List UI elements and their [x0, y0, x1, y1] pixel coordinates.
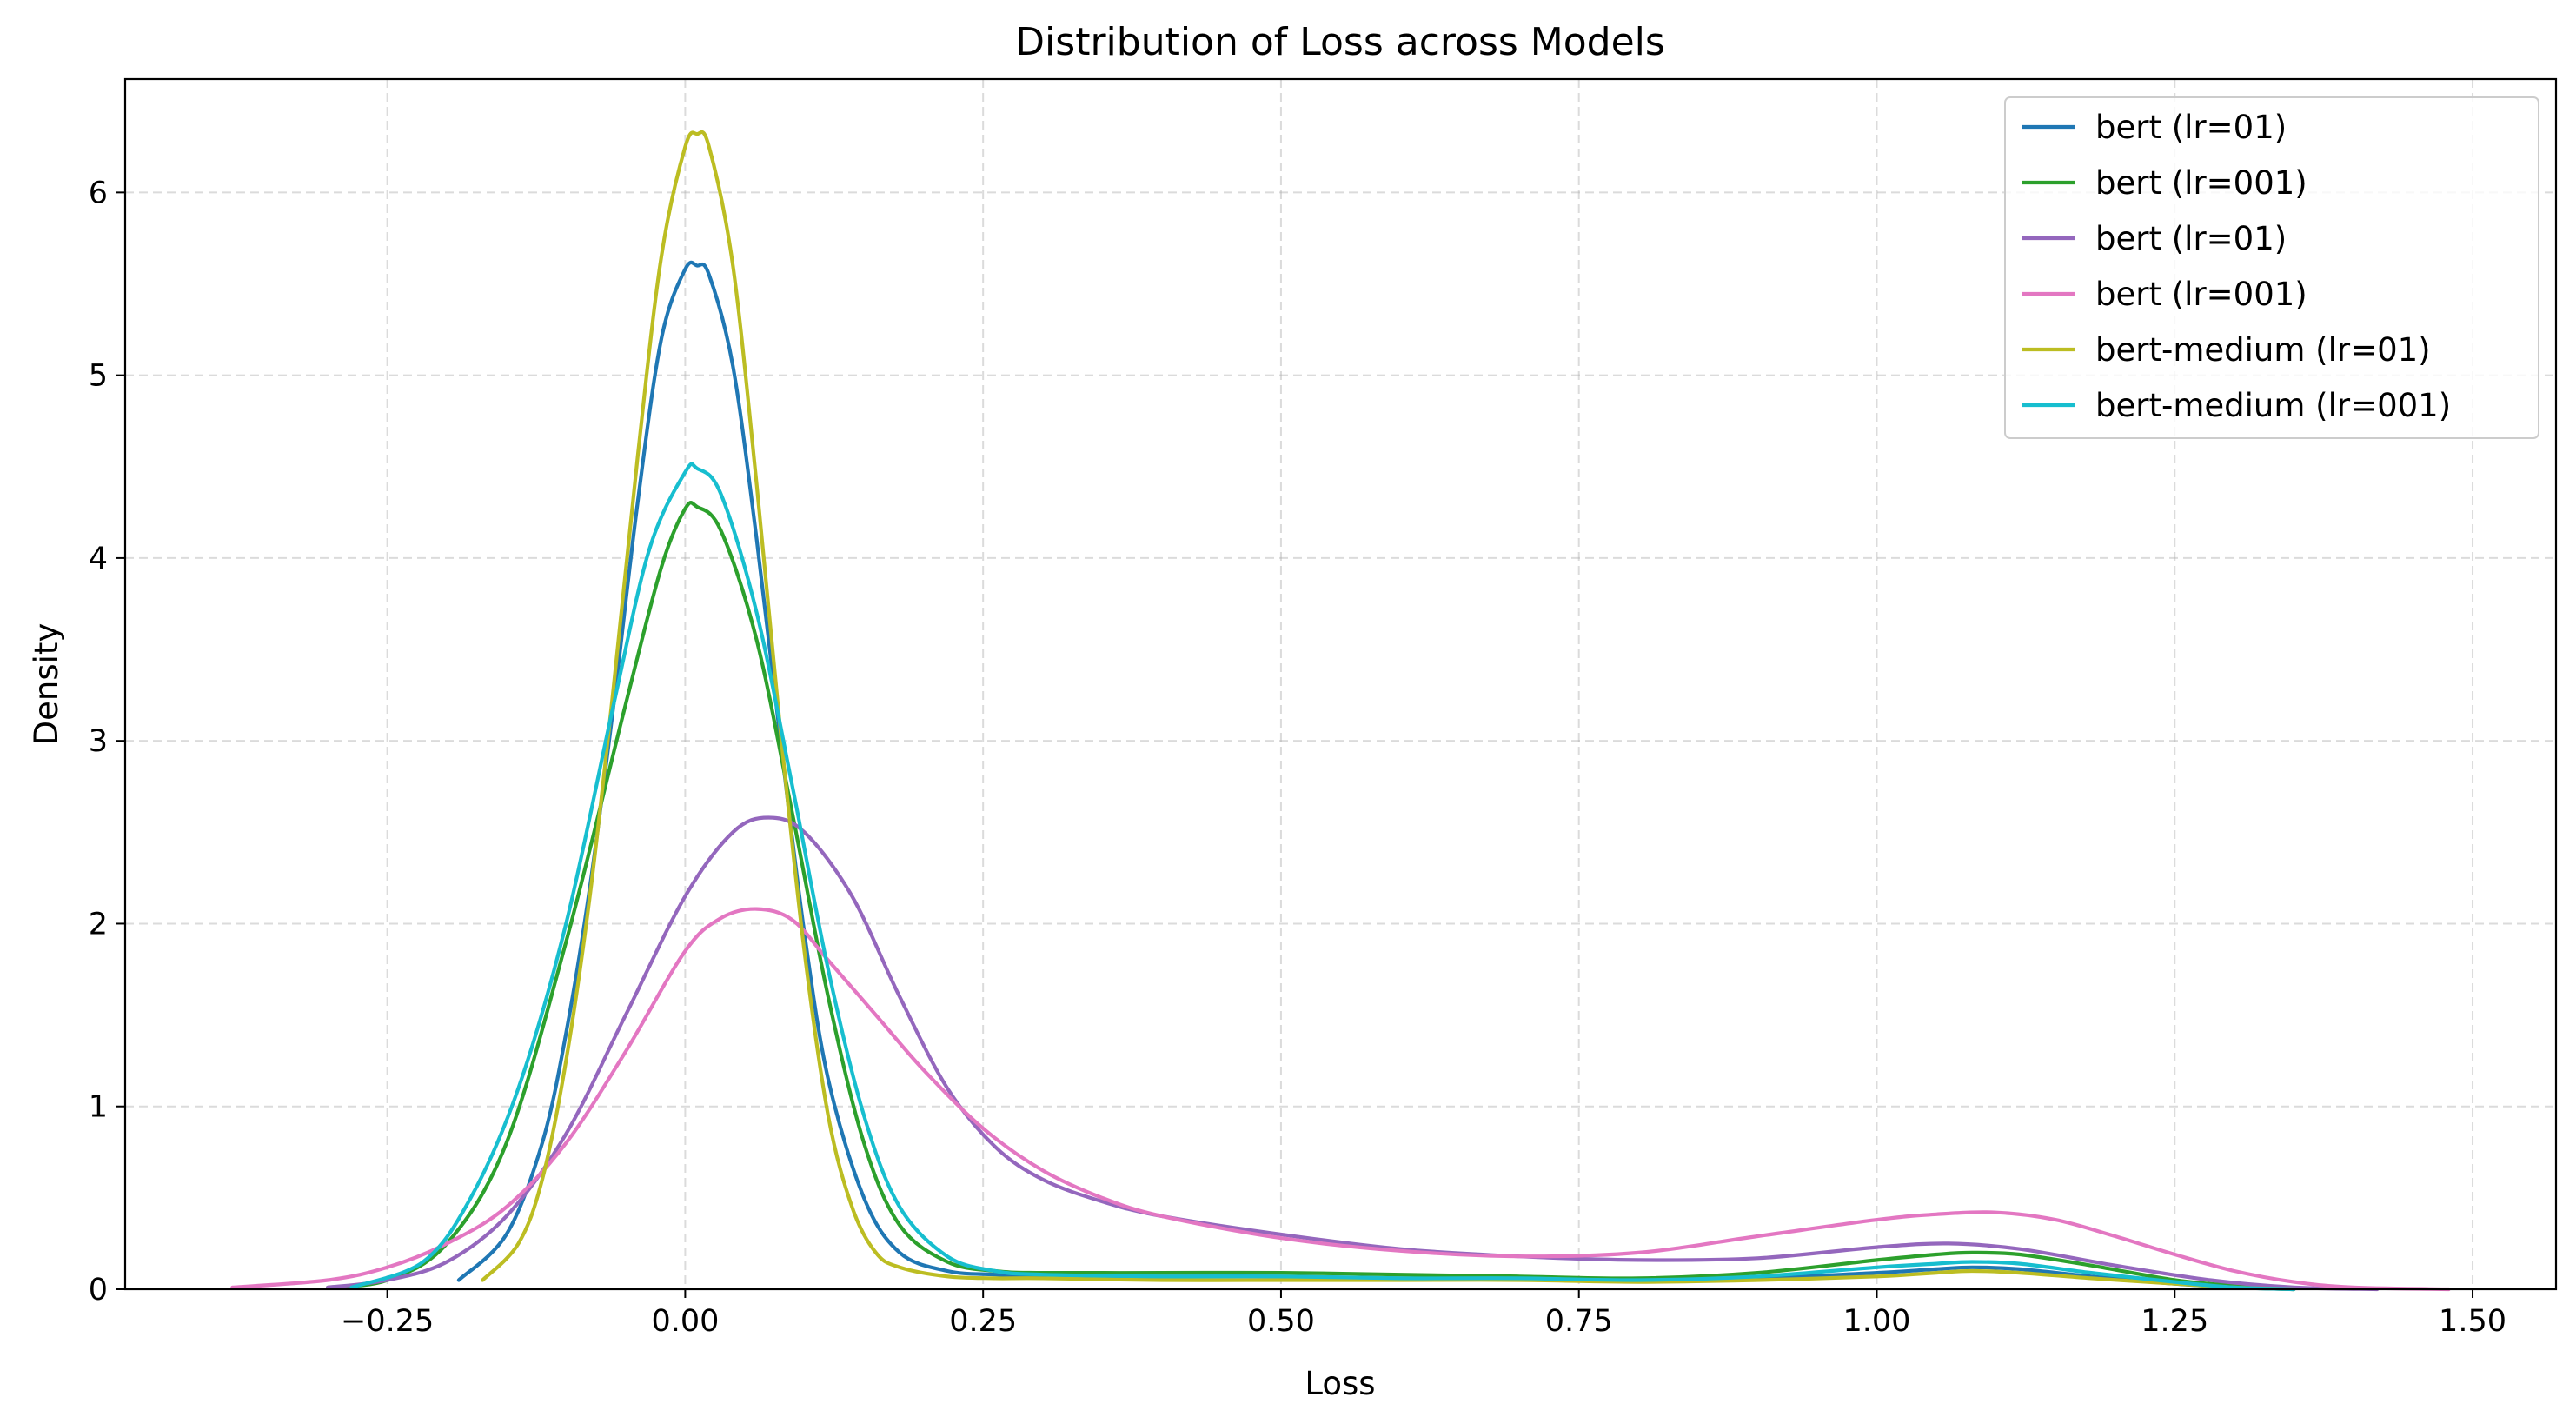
y-tick-label: 1: [89, 1090, 108, 1125]
x-tick-label: −0.25: [341, 1304, 434, 1339]
x-axis-title: Loss: [1305, 1365, 1375, 1402]
x-tick-label: 0.75: [1545, 1304, 1613, 1339]
legend-label-3: bert (lr=01): [2095, 220, 2287, 257]
x-tick-label: 1.00: [1843, 1304, 1911, 1339]
chart-title: Distribution of Loss across Models: [1015, 20, 1665, 64]
legend-label-2: bert (lr=001): [2095, 164, 2307, 202]
series-line-2: [326, 501, 2296, 1292]
legend: bert (lr=01) bert (lr=001) bert (lr=01) ber…: [2004, 96, 2539, 439]
legend-label-5: bert-medium (lr=01): [2095, 331, 2431, 369]
y-tick-label: 4: [89, 542, 108, 576]
y-axis-title: Density: [28, 623, 65, 746]
x-tick-label: 1.25: [2141, 1304, 2208, 1339]
x-tick-label: 0.00: [651, 1304, 719, 1339]
series-lines: [230, 130, 2451, 1292]
legend-label-1: bert (lr=01): [2095, 109, 2287, 146]
x-tick-label: 0.25: [949, 1304, 1017, 1339]
y-tick-label: 6: [89, 176, 108, 210]
series-line-3: [326, 815, 2380, 1292]
axis-ticks: −0.25 0.00 0.25 0.50 0.75 1.00 1.25 1.50 0 1 2 3 4 5 6: [89, 176, 2506, 1339]
legend-label-6: bert-medium (lr=001): [2095, 387, 2451, 424]
series-line-4: [230, 907, 2451, 1292]
x-tick-label: 1.50: [2439, 1304, 2506, 1339]
legend-label-4: bert (lr=001): [2095, 276, 2307, 313]
y-tick-label: 3: [89, 724, 108, 759]
plot-area-frame: [123, 77, 2558, 1291]
y-tick-label: 5: [89, 359, 108, 394]
y-tick-label: 0: [89, 1273, 108, 1308]
legend-box: [2004, 96, 2539, 439]
y-tick-label: 2: [89, 907, 108, 942]
x-tick-label: 0.50: [1247, 1304, 1315, 1339]
series-line-6: [349, 462, 2296, 1292]
series-line-1: [456, 260, 2296, 1292]
series-line-5: [481, 130, 2296, 1292]
